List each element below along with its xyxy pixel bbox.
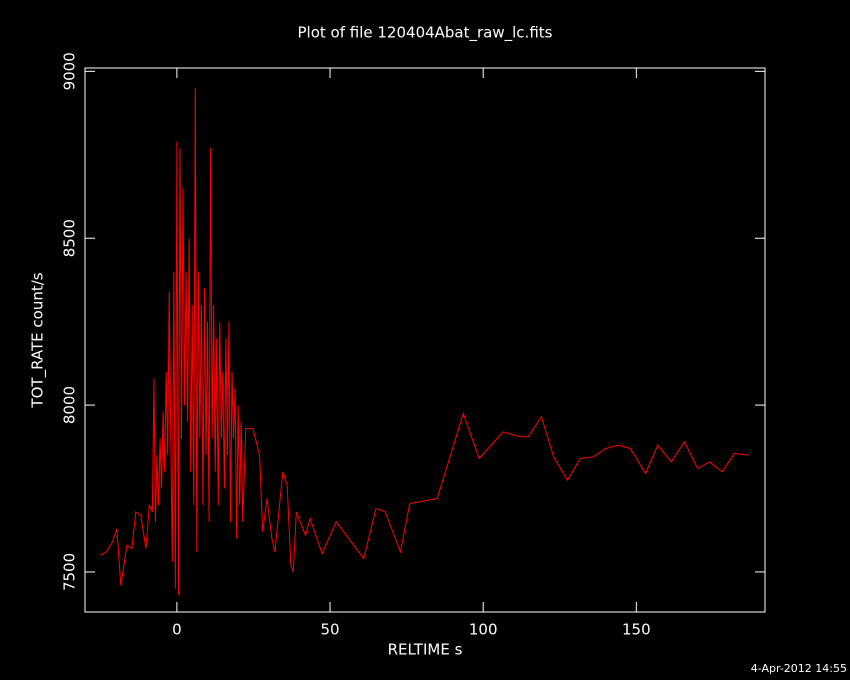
x-tick-label: 150 [622, 621, 651, 639]
plot-frame [84, 67, 766, 613]
y-tick-label: 8000 [61, 386, 79, 424]
x-axis-label: RELTIME s [388, 641, 463, 659]
y-axis-label: TOT_RATE count/s [29, 272, 48, 408]
y-tick-label: 9000 [61, 52, 79, 90]
y-tick-label: 8500 [61, 219, 79, 257]
x-tick-label: 0 [172, 621, 182, 639]
y-tick-label: 7500 [61, 553, 79, 591]
timestamp: 4-Apr-2012 14:55 [751, 662, 847, 675]
light-curve [100, 88, 749, 596]
x-tick-label: 100 [469, 621, 498, 639]
x-tick-label: 50 [320, 621, 339, 639]
chart-title: Plot of file 120404Abat_raw_lc.fits [298, 24, 553, 43]
